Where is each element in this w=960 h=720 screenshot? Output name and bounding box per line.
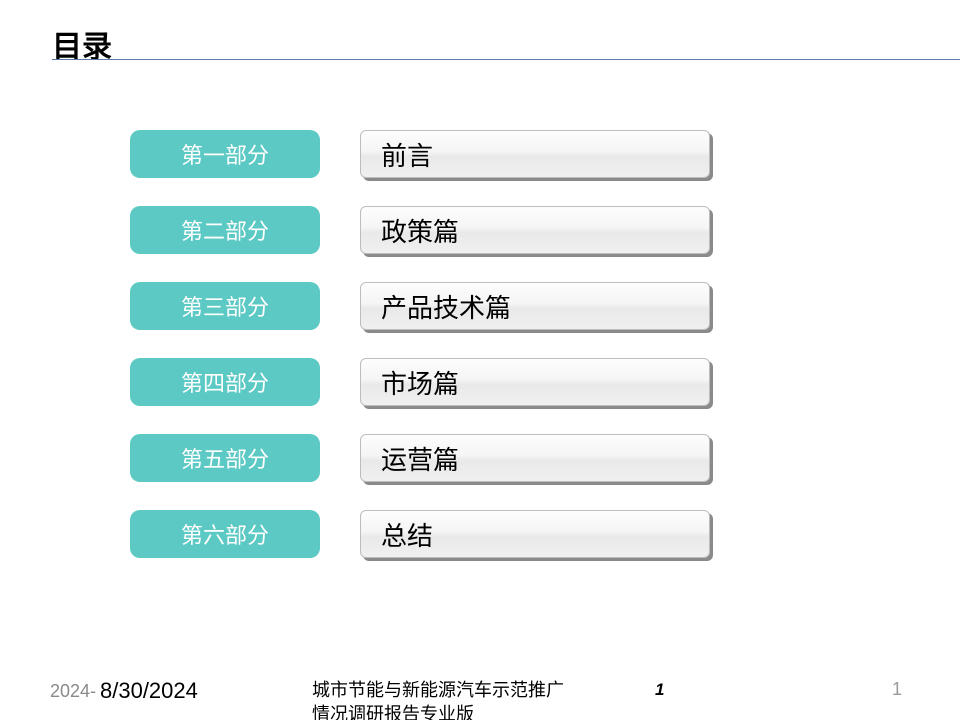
section-label: 市场篇 <box>360 358 710 406</box>
part-pill: 第五部分 <box>130 434 320 482</box>
section-label: 运营篇 <box>360 434 710 482</box>
section-box: 政策篇 <box>360 206 710 254</box>
footer-page-number: 1 <box>892 679 902 700</box>
part-pill: 第一部分 <box>130 130 320 178</box>
table-of-contents: 第一部分 前言 第二部分 政策篇 第三部分 产品技术篇 第四部分 市场篇 第五部… <box>130 130 710 586</box>
toc-row: 第六部分 总结 <box>130 510 710 558</box>
footer-date: 8/30/2024 <box>100 678 198 704</box>
part-pill: 第二部分 <box>130 206 320 254</box>
section-label: 总结 <box>360 510 710 558</box>
section-label: 政策篇 <box>360 206 710 254</box>
footer-date-prefix: 2024- <box>50 681 96 702</box>
footer-report-title: 城市节能与新能源汽车示范推广情况调研报告专业版 <box>312 679 572 720</box>
section-box: 总结 <box>360 510 710 558</box>
section-box: 产品技术篇 <box>360 282 710 330</box>
toc-row: 第五部分 运营篇 <box>130 434 710 482</box>
section-label: 前言 <box>360 130 710 178</box>
toc-row: 第四部分 市场篇 <box>130 358 710 406</box>
section-box: 前言 <box>360 130 710 178</box>
toc-row: 第二部分 政策篇 <box>130 206 710 254</box>
part-pill: 第四部分 <box>130 358 320 406</box>
section-box: 市场篇 <box>360 358 710 406</box>
part-pill: 第三部分 <box>130 282 320 330</box>
part-pill: 第六部分 <box>130 510 320 558</box>
slide-footer: 2024- 8/30/2024 城市节能与新能源汽车示范推广情况调研报告专业版 … <box>0 660 960 720</box>
toc-row: 第一部分 前言 <box>130 130 710 178</box>
section-label: 产品技术篇 <box>360 282 710 330</box>
section-box: 运营篇 <box>360 434 710 482</box>
title-underline <box>52 59 960 60</box>
toc-row: 第三部分 产品技术篇 <box>130 282 710 330</box>
footer-page-center: 1 <box>655 680 664 700</box>
